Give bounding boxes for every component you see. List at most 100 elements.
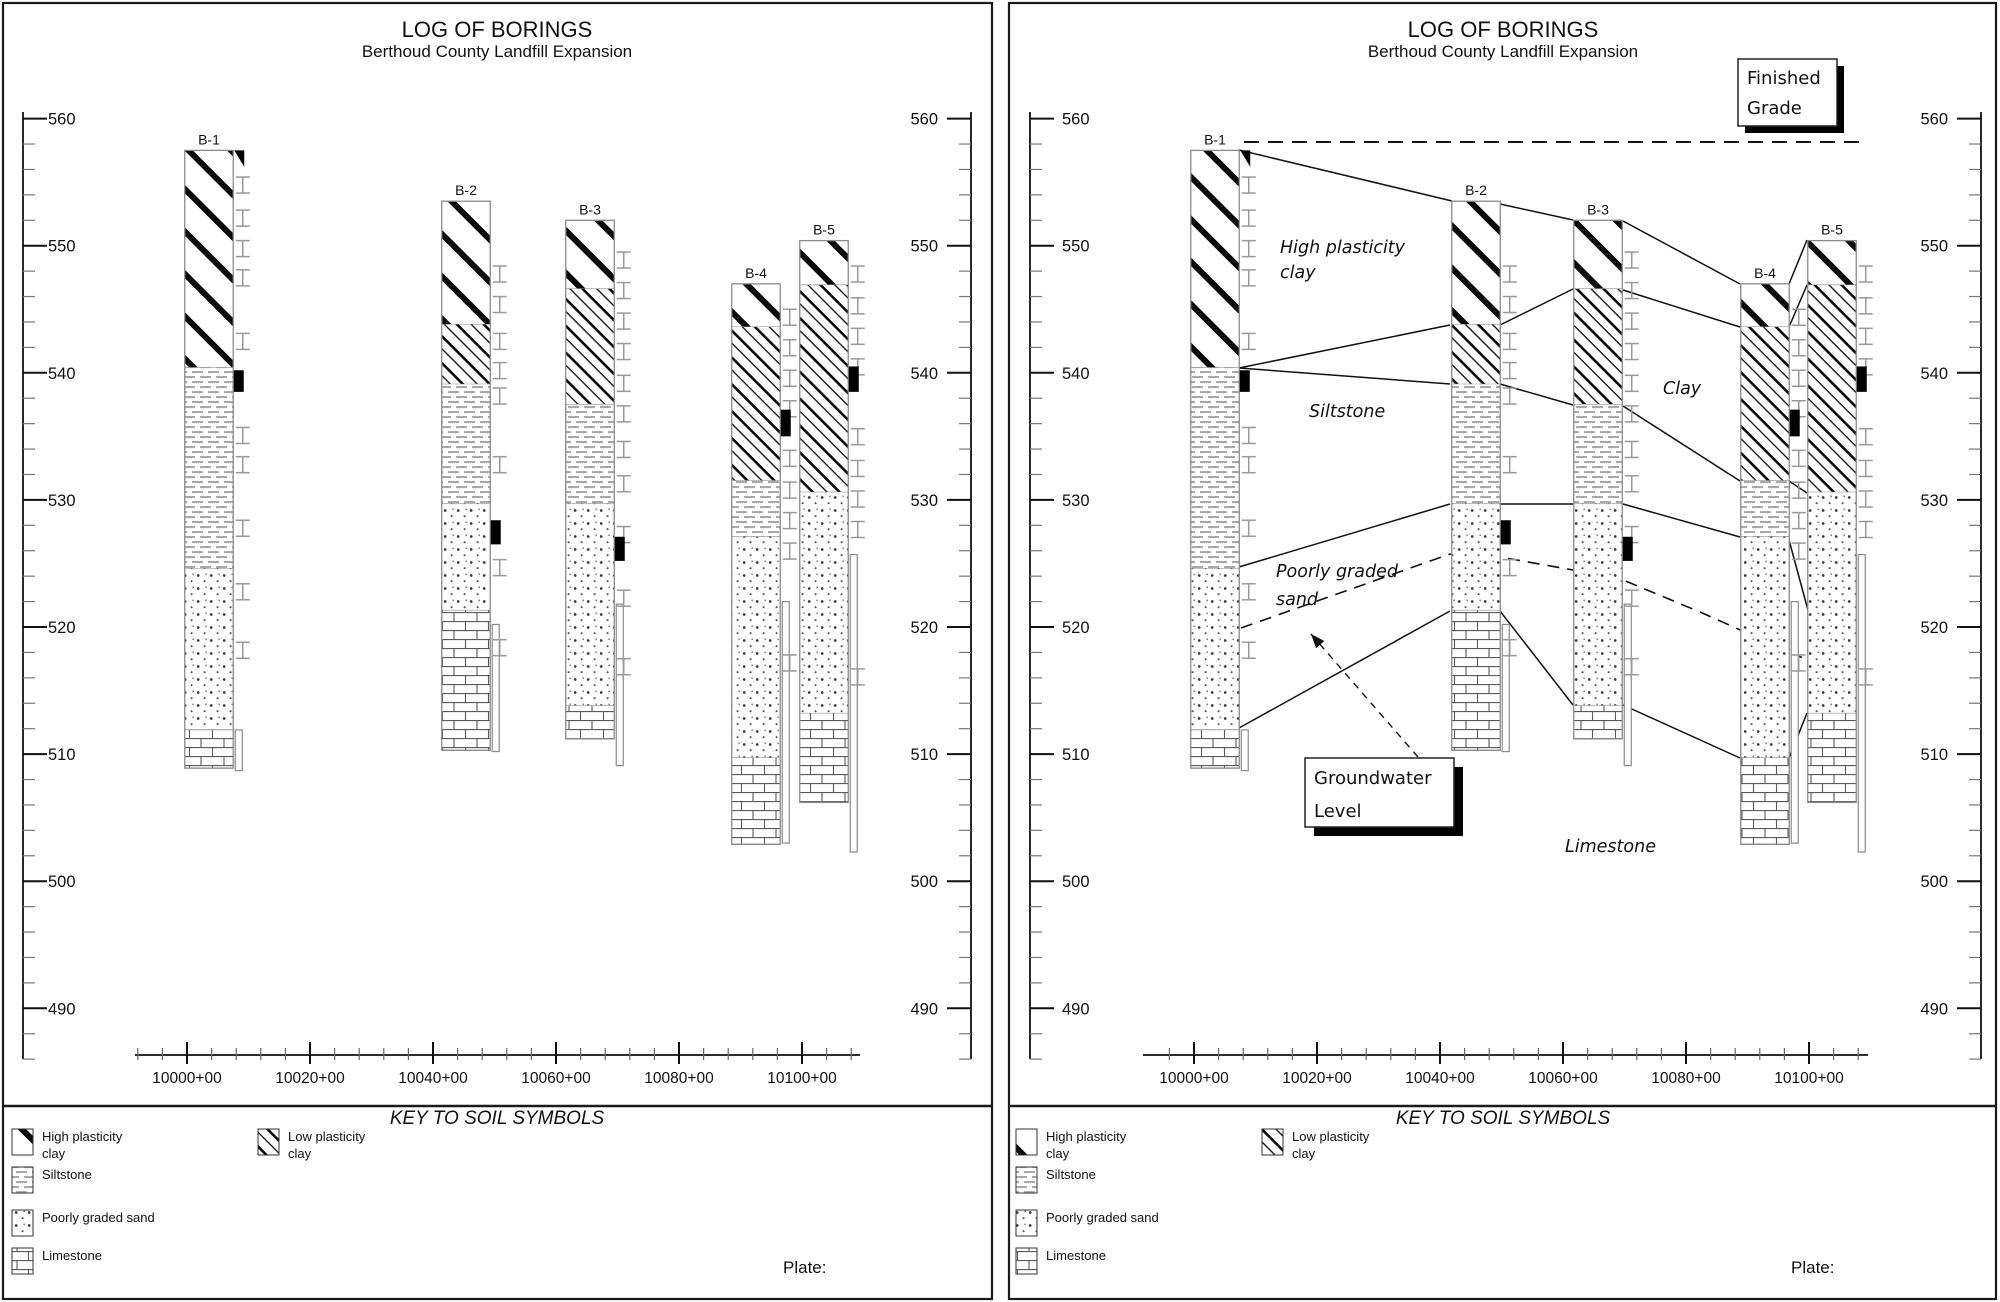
elevation-label: 520 [1062, 619, 1090, 637]
sample-bracket [782, 511, 797, 530]
layer-limestone [1807, 713, 1857, 803]
sample-bracket [1791, 339, 1806, 357]
legend-item: Poorly graded sand [1015, 1209, 1159, 1237]
layer-limestone [1740, 757, 1790, 845]
panel-subtitle: Berthoud County Landfill Expansion [362, 42, 632, 61]
key-to-soil-symbols: KEY TO SOIL SYMBOLS High plasticity clay Si… [11, 1108, 826, 1277]
layer-sand [1190, 568, 1240, 730]
well-seal-marker [1239, 370, 1250, 392]
legend-swatch-sand [1015, 1209, 1038, 1237]
interpretation-annotations: High plasticity clay Siltstone Clay Poorly g… [1244, 58, 1863, 857]
layer-hp_clay [565, 220, 615, 289]
boring-B-1: B-1 [1190, 131, 1256, 772]
legend-item: Low plasticity clay [257, 1128, 366, 1161]
sample-bracket [1858, 490, 1873, 508]
sample-bracket [782, 369, 797, 388]
legend-item-label: Siltstone [1046, 1167, 1096, 1182]
layer-siltstone [1740, 480, 1790, 537]
unit-label: Clay [1663, 379, 1702, 399]
station-label: 10020+00 [275, 1070, 345, 1087]
layer-siltstone [441, 384, 491, 504]
elevation-scale-right: 560 550 540 530 520 510 500 490 [910, 111, 972, 1060]
sample-bracket [850, 297, 865, 315]
layer-sand [1573, 503, 1623, 706]
boring-id-label: B-3 [1587, 201, 1609, 217]
elevation-label: 500 [1062, 873, 1090, 891]
unit-boundary-line [1622, 704, 1741, 759]
layer-lp_clay [1807, 285, 1857, 493]
well-seal-marker [1856, 366, 1867, 392]
finished-grade-box: Finished Grade [1737, 58, 1844, 133]
layer-sand [799, 492, 849, 714]
sample-bracket [1241, 239, 1256, 258]
sample-bracket [235, 641, 250, 660]
piezometer-pipe [849, 553, 858, 853]
elevation-label: 530 [910, 492, 938, 510]
unit-label: High plasticity [1280, 238, 1406, 258]
column-outline [184, 149, 234, 769]
layer-hp_clay [1740, 283, 1790, 328]
layer-hp_clay [441, 201, 491, 325]
legend-item-label: Limestone [42, 1248, 102, 1263]
sample-bracket [492, 638, 507, 657]
sample-bracket [1858, 327, 1873, 346]
sample-bracket [1624, 405, 1639, 423]
sample-bracket [1241, 332, 1256, 351]
box-frame [1737, 58, 1838, 127]
elevation-label: 540 [48, 365, 76, 383]
unit-boundary-line [1499, 383, 1574, 406]
elevation-label: 560 [48, 111, 76, 129]
box-frame [1304, 757, 1455, 828]
sample-bracket [1791, 369, 1806, 388]
sample-bracket [1241, 426, 1256, 445]
boring-id-label: B-4 [745, 265, 767, 281]
legend-item-label: Poorly graded sand [1046, 1210, 1159, 1225]
unit-boundary-line [1238, 503, 1451, 568]
panel-title: LOG OF BORINGS [402, 17, 593, 42]
column-outline [1740, 283, 1790, 845]
sample-bracket [492, 332, 507, 351]
sample-bracket [850, 459, 865, 478]
unit-boundary-line [1238, 324, 1451, 369]
legend-item: Limestone [11, 1247, 102, 1275]
sample-bracket [1241, 583, 1256, 601]
key-to-soil-symbols: KEY TO SOIL SYMBOLS High plasticity clay Si… [1015, 1108, 1834, 1277]
sample-bracket [782, 308, 797, 326]
sample-bracket [1858, 265, 1873, 283]
groundwater-arrow-head [1311, 634, 1325, 649]
legend-item: Limestone [1015, 1247, 1106, 1275]
box-label: Level [1314, 801, 1362, 822]
boring-B-2: B-2 [1451, 182, 1517, 753]
piezometer-pipe [491, 623, 500, 753]
station-label: 10000+00 [152, 1070, 222, 1087]
boring-B-4: B-4 [731, 265, 797, 845]
elevation-label: 560 [1062, 111, 1090, 129]
sample-bracket [235, 426, 250, 445]
piezometer-pipe [1501, 623, 1510, 753]
well-seal-marker [848, 366, 859, 392]
unit-label: sand [1276, 590, 1319, 610]
sample-bracket [1502, 295, 1517, 314]
legend-item-label: High plasticity [1046, 1129, 1127, 1144]
groundwater-arrow-line [1310, 633, 1419, 758]
sample-bracket [616, 405, 631, 423]
sample-bracket [1502, 332, 1517, 351]
sample-bracket [1241, 455, 1256, 474]
layer-hp_clay [1190, 150, 1240, 368]
sample-bracket [492, 265, 507, 283]
layer-limestone [799, 713, 849, 803]
sample-bracket [782, 654, 797, 672]
column-outline [565, 219, 615, 740]
ground-surface-line [1238, 149, 1453, 202]
sample-bracket [235, 176, 250, 194]
panel-frame [1, 1, 994, 1301]
legend-swatch-siltstone [1015, 1166, 1038, 1194]
layer-siltstone [1573, 404, 1623, 504]
boring-id-label: B-5 [813, 222, 835, 238]
layer-hp_clay [1807, 240, 1857, 286]
piezometer-pipe [781, 600, 790, 844]
layer-hp_clay [184, 150, 234, 368]
layer-sand [184, 568, 234, 730]
legend-item: High plasticity clay [11, 1128, 123, 1161]
sample-bracket [1791, 511, 1806, 530]
